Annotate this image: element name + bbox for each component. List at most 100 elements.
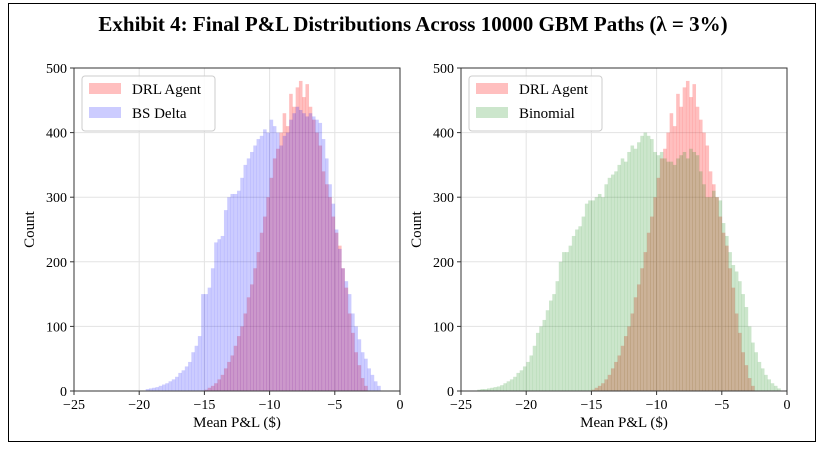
histogram-bar <box>214 383 218 391</box>
histogram-bar <box>165 383 169 391</box>
histogram-bar <box>377 385 381 391</box>
axes-frame <box>73 67 401 392</box>
histogram-bar <box>640 268 644 391</box>
histogram-bar <box>728 252 732 391</box>
histogram-bar <box>721 232 726 391</box>
histogram-bar <box>253 268 257 391</box>
histogram-bar <box>201 294 205 391</box>
x-tick-label: −10 <box>259 398 281 413</box>
histogram-bar <box>250 151 254 391</box>
y-tick-label: 100 <box>433 320 454 335</box>
histogram-bar <box>715 197 719 391</box>
histogram-bar <box>370 374 375 391</box>
histogram-bar <box>253 145 257 391</box>
histogram-bar <box>237 190 241 391</box>
y-tick-label: 200 <box>46 256 67 271</box>
x-tick-label: −20 <box>128 398 150 413</box>
histogram-bar <box>487 388 491 391</box>
histogram-bar <box>364 385 368 391</box>
histogram-bar <box>698 119 703 392</box>
histogram-bar <box>204 389 208 391</box>
histogram-bar <box>588 200 592 391</box>
histogram-bar <box>669 161 674 391</box>
histogram-bar <box>230 193 235 391</box>
histogram-bar <box>692 84 697 392</box>
histogram-bar <box>666 132 670 391</box>
histogram-bar <box>747 326 752 391</box>
histogram-bar <box>617 355 622 391</box>
histogram-bar <box>292 113 296 391</box>
histogram-bar <box>152 387 156 391</box>
histogram-bar <box>367 368 371 391</box>
histogram-bar <box>725 235 729 391</box>
histogram-bar <box>770 383 775 391</box>
y-tick-label: 100 <box>46 320 67 335</box>
histogram-bar <box>607 177 612 391</box>
histogram-bar <box>276 132 280 391</box>
series-binomial <box>477 132 781 391</box>
histogram-bar <box>650 139 654 391</box>
histogram-bar <box>220 374 225 391</box>
histogram-bar <box>744 365 749 391</box>
histogram-bar <box>344 281 349 391</box>
histogram-bar <box>168 381 173 391</box>
histogram-bar <box>289 119 293 392</box>
histogram-bar <box>679 155 683 391</box>
histogram-bar <box>233 345 238 391</box>
histogram-bar <box>308 113 313 391</box>
histogram-bar <box>344 287 349 391</box>
histogram-bar <box>630 313 635 391</box>
histogram-bar <box>162 384 166 391</box>
histogram-bar <box>325 184 329 391</box>
histogram-bar <box>321 171 326 391</box>
histogram-bar <box>663 158 667 391</box>
histogram-bar <box>614 171 618 391</box>
histogram-bar <box>302 97 306 391</box>
histogram-bar <box>659 151 664 391</box>
histogram-bar <box>682 87 687 391</box>
histogram-bar <box>269 119 274 392</box>
histogram-bar <box>604 184 608 391</box>
histogram-bar <box>712 190 716 391</box>
histogram-bar <box>689 148 693 391</box>
histogram-bar <box>773 385 778 391</box>
histogram-bar <box>663 148 667 391</box>
histogram-bar <box>503 383 507 391</box>
histogram-bar <box>669 113 674 391</box>
legend-swatch <box>476 83 508 94</box>
histogram-bar <box>259 232 264 391</box>
histogram-bar <box>630 145 635 391</box>
histogram-bar <box>347 313 352 391</box>
histogram-bar <box>685 80 690 392</box>
histogram-bar <box>617 164 622 391</box>
histogram-bar <box>194 345 199 391</box>
histogram-bar <box>240 177 244 391</box>
y-axis-label: Count <box>22 210 38 248</box>
histogram-bar <box>328 197 332 391</box>
histogram-bar <box>490 387 494 391</box>
histogram-bar <box>702 184 706 391</box>
y-tick-label: 500 <box>433 62 454 77</box>
histogram-bar <box>285 132 290 391</box>
histogram-bar <box>591 389 595 391</box>
histogram-bar <box>347 294 352 391</box>
histogram-bar <box>764 374 768 391</box>
histogram-bar <box>637 284 641 391</box>
histogram-bar <box>351 313 355 391</box>
x-tick-label: −20 <box>515 398 537 413</box>
histogram-bar <box>295 106 300 391</box>
histogram-bar <box>289 93 293 391</box>
histogram-bar <box>325 158 329 391</box>
histogram-bar <box>246 297 251 391</box>
histogram-bar <box>315 132 319 391</box>
histogram-bar <box>571 235 576 391</box>
histogram-bar <box>607 374 612 391</box>
histogram-bar <box>614 361 618 391</box>
histogram-bar <box>676 158 680 391</box>
histogram-bar <box>351 332 355 391</box>
histogram-bar <box>643 132 648 391</box>
legend-swatch <box>476 107 508 118</box>
histogram-bar <box>666 161 670 391</box>
x-tick-label: −5 <box>714 398 729 413</box>
histogram-bar <box>305 84 310 392</box>
